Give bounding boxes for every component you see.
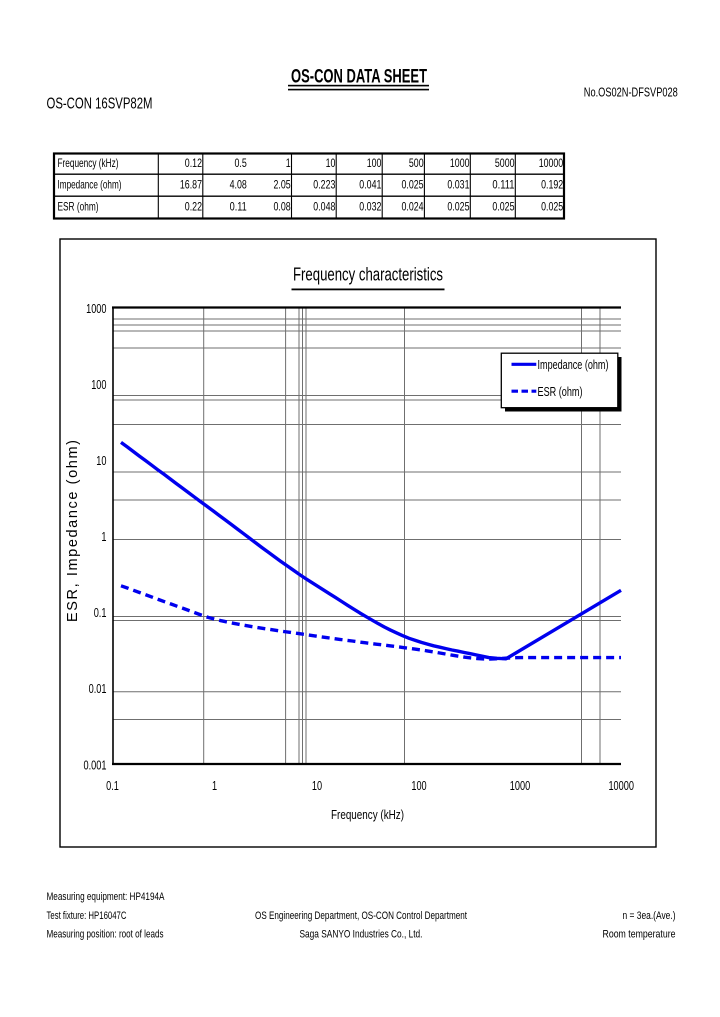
svg-text:10: 10 xyxy=(312,779,322,793)
svg-text:No.OS02N-DFSVP028: No.OS02N-DFSVP028 xyxy=(584,85,678,100)
svg-text:100: 100 xyxy=(411,779,426,793)
svg-text:1: 1 xyxy=(101,530,106,544)
svg-text:OS Engineering Department, OS-: OS Engineering Department, OS-CON Contro… xyxy=(255,910,467,922)
svg-text:0.048: 0.048 xyxy=(313,200,335,214)
svg-text:0.001: 0.001 xyxy=(84,758,107,772)
svg-text:0.1: 0.1 xyxy=(106,779,119,793)
svg-text:0.01: 0.01 xyxy=(89,682,107,696)
svg-text:10000: 10000 xyxy=(539,156,564,170)
svg-text:2.05: 2.05 xyxy=(274,177,291,191)
svg-text:1000: 1000 xyxy=(510,779,530,793)
svg-text:Room temperature: Room temperature xyxy=(603,929,676,941)
svg-text:0.025: 0.025 xyxy=(541,200,563,214)
svg-text:0.041: 0.041 xyxy=(359,177,381,191)
svg-text:Saga SANYO Industries Co., Ltd: Saga SANYO Industries Co., Ltd. xyxy=(300,929,423,941)
svg-text:10: 10 xyxy=(326,156,336,170)
svg-text:0.025: 0.025 xyxy=(402,177,424,191)
svg-text:OS-CON DATA SHEET: OS-CON DATA SHEET xyxy=(291,67,427,88)
svg-text:0.223: 0.223 xyxy=(313,177,335,191)
svg-text:0.025: 0.025 xyxy=(447,200,469,214)
svg-text:100: 100 xyxy=(91,378,106,392)
svg-text:Frequency characteristics: Frequency characteristics xyxy=(293,264,443,285)
svg-text:Impedance (ohm): Impedance (ohm) xyxy=(538,357,609,372)
svg-text:Impedance (ohm): Impedance (ohm) xyxy=(58,177,122,191)
svg-text:ESR (ohm): ESR (ohm) xyxy=(58,200,99,214)
svg-text:0.025: 0.025 xyxy=(492,200,514,214)
svg-text:5000: 5000 xyxy=(495,156,515,170)
svg-text:1: 1 xyxy=(286,156,291,170)
svg-text:Measuring position: root of le: Measuring position: root of leads xyxy=(47,929,164,941)
svg-text:n = 3ea.(Ave.): n = 3ea.(Ave.) xyxy=(623,910,676,922)
svg-text:10000: 10000 xyxy=(608,779,634,793)
svg-text:ESR, Impedance (ohm): ESR, Impedance (ohm) xyxy=(65,440,81,622)
svg-text:OS-CON 16SVP82M: OS-CON 16SVP82M xyxy=(47,96,153,113)
svg-text:0.12: 0.12 xyxy=(185,156,202,170)
svg-text:ESR (ohm): ESR (ohm) xyxy=(538,384,583,399)
svg-text:4.08: 4.08 xyxy=(230,177,247,191)
svg-text:0.11: 0.11 xyxy=(230,200,247,214)
svg-text:Test fixture: HP16047C: Test fixture: HP16047C xyxy=(47,910,127,922)
svg-text:1: 1 xyxy=(212,779,217,793)
svg-text:100: 100 xyxy=(367,156,382,170)
svg-text:1000: 1000 xyxy=(86,302,106,316)
svg-text:0.032: 0.032 xyxy=(359,200,381,214)
svg-text:0.111: 0.111 xyxy=(492,177,514,191)
svg-text:Frequency (kHz): Frequency (kHz) xyxy=(58,156,119,170)
svg-text:10: 10 xyxy=(96,454,106,468)
svg-text:0.031: 0.031 xyxy=(447,177,469,191)
svg-text:500: 500 xyxy=(409,156,424,170)
svg-text:Measuring equipment: HP4194A: Measuring equipment: HP4194A xyxy=(47,891,165,903)
svg-text:0.1: 0.1 xyxy=(94,606,107,620)
svg-text:0.08: 0.08 xyxy=(274,200,291,214)
svg-text:1000: 1000 xyxy=(450,156,470,170)
svg-text:0.192: 0.192 xyxy=(541,177,563,191)
svg-text:0.5: 0.5 xyxy=(235,156,248,170)
svg-text:Frequency (kHz): Frequency (kHz) xyxy=(331,807,404,822)
svg-text:0.024: 0.024 xyxy=(402,200,424,214)
svg-text:0.22: 0.22 xyxy=(185,200,202,214)
svg-text:16.87: 16.87 xyxy=(180,177,202,191)
